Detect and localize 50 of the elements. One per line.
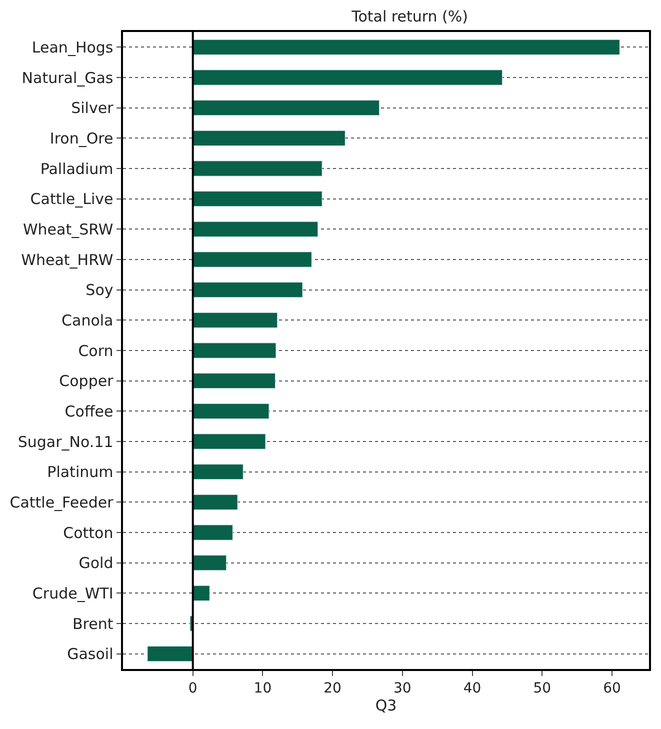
y-tick-label: Lean_Hogs — [32, 38, 114, 56]
bar — [192, 312, 278, 328]
y-tick-label: Brent — [72, 614, 114, 633]
y-tick-label: Cattle_Live — [30, 190, 114, 208]
bar — [192, 221, 318, 237]
bar — [192, 555, 227, 571]
y-tick-label: Gold — [78, 554, 114, 572]
y-tick-label: Silver — [71, 99, 114, 118]
bar — [192, 464, 244, 480]
y-tick-label: Copper — [59, 372, 114, 390]
bar — [192, 39, 620, 55]
y-tick-label: Crude_WTI — [32, 584, 114, 602]
y-tick-label: Wheat_SRW — [22, 220, 114, 238]
bar — [192, 585, 210, 601]
x-tick-label: 40 — [463, 680, 482, 697]
bar — [192, 494, 238, 510]
bar — [192, 160, 322, 176]
y-tick-label: Coffee — [64, 402, 114, 420]
x-tick-label: 0 — [188, 680, 198, 697]
y-tick-label: Sugar_No.11 — [18, 432, 114, 451]
y-tick-label: Wheat_HRW — [21, 250, 114, 269]
bar — [192, 342, 276, 358]
y-tick-label: Soy — [86, 281, 114, 300]
y-tick-label: Corn — [78, 342, 114, 360]
bar — [192, 252, 312, 268]
bar — [192, 524, 233, 540]
x-axis-title: Q3 — [375, 696, 397, 715]
x-tick-label: 50 — [533, 680, 552, 697]
bar — [147, 646, 194, 662]
y-tick-label: Cotton — [63, 524, 114, 542]
bar — [192, 100, 380, 116]
y-tick-label: Palladium — [40, 160, 114, 178]
bar — [192, 130, 346, 146]
bar — [192, 70, 503, 86]
x-tick-label: 10 — [254, 680, 272, 697]
bar — [192, 373, 276, 389]
y-tick-label: Platinum — [47, 463, 114, 482]
bar — [192, 434, 266, 450]
x-tick-label: 30 — [394, 680, 412, 697]
y-tick-label: Gasoil — [67, 645, 114, 664]
bar — [192, 282, 303, 298]
y-tick-label: Natural_Gas — [22, 68, 114, 87]
y-tick-label: Iron_Ore — [50, 129, 114, 148]
x-tick-label: 60 — [603, 680, 621, 697]
bar — [192, 403, 270, 419]
x-tick-label: 20 — [324, 680, 342, 697]
bar — [192, 191, 322, 207]
y-tick-label: Canola — [62, 311, 114, 330]
chart-title: Total return (%) — [350, 7, 468, 26]
y-tick-label: Cattle_Feeder — [10, 493, 114, 512]
